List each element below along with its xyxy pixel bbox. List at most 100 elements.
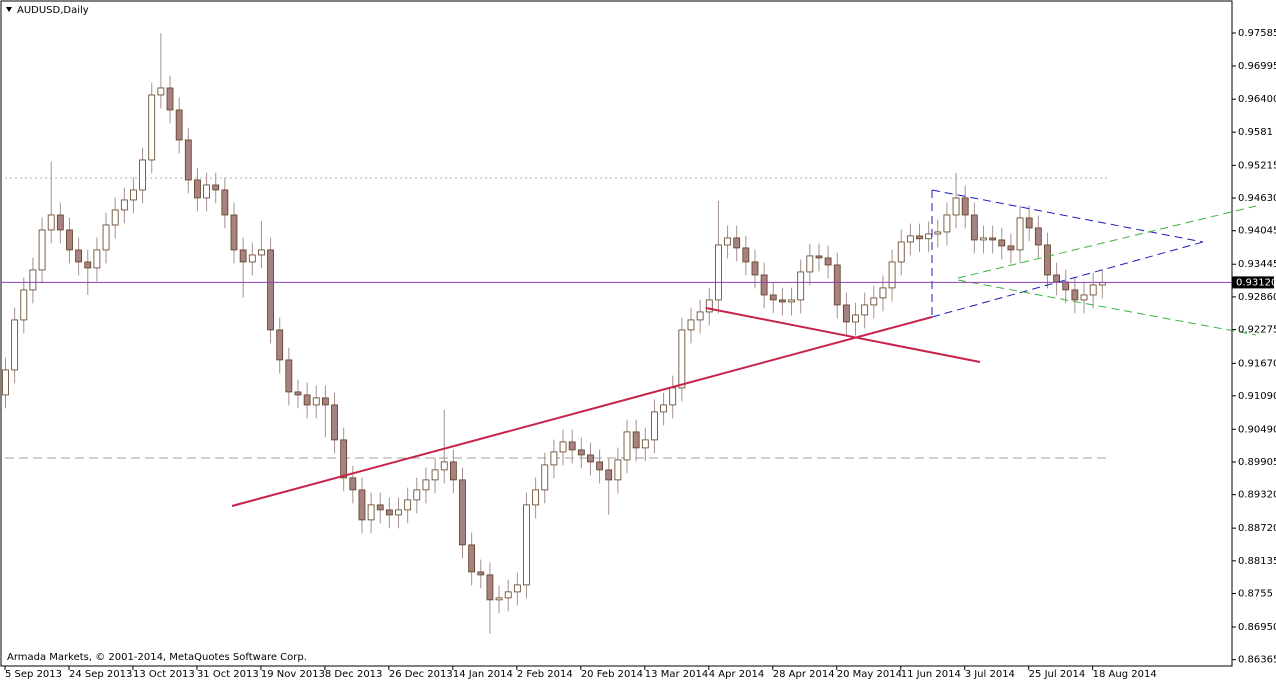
x-tick-label: 4 Apr 2014 <box>709 669 764 680</box>
x-tick-label: 2 Feb 2014 <box>517 669 573 680</box>
trend-line <box>705 307 981 363</box>
candle-body <box>833 264 841 306</box>
candle-body <box>705 299 713 313</box>
price-label: 0.93120 <box>1236 277 1276 288</box>
price-label-box <box>1232 276 1274 289</box>
candle-body <box>495 597 503 601</box>
x-tick-label: 25 Jul 2014 <box>1029 669 1086 680</box>
candle-body <box>331 404 338 441</box>
candle-body <box>166 87 174 111</box>
candle-body <box>632 431 640 449</box>
candle-body <box>38 229 46 271</box>
y-tick-label: 0.93445 <box>1238 259 1276 270</box>
x-tick-label: 28 Apr 2014 <box>773 669 835 680</box>
candle-body <box>724 237 731 246</box>
candle-body <box>861 304 869 316</box>
candle-body <box>2 369 9 396</box>
candle-body <box>175 109 183 141</box>
candle-body <box>349 477 357 491</box>
y-tick-label: 0.9581 <box>1238 127 1273 138</box>
triangle-line <box>931 241 1204 318</box>
candle-body <box>906 235 914 243</box>
candle-body <box>1044 244 1051 276</box>
x-tick-label: 14 Jan 2014 <box>453 669 513 680</box>
candle-body <box>11 319 19 371</box>
candle-body <box>248 254 256 263</box>
candle-body <box>431 469 439 481</box>
candle-body <box>1016 217 1024 251</box>
candle-body <box>449 461 457 481</box>
candle-body <box>504 591 512 599</box>
y-tick-label: 0.89905 <box>1238 457 1276 468</box>
y-tick-label: 0.96400 <box>1238 94 1276 105</box>
candle-body <box>440 461 448 471</box>
candle-body <box>1053 274 1060 283</box>
x-tick-label: 26 Dec 2013 <box>389 669 453 680</box>
candle-body <box>669 387 677 406</box>
y-tick-label: 0.91090 <box>1238 391 1276 402</box>
candle-body <box>513 584 521 593</box>
candle-body <box>120 199 128 211</box>
candle-body <box>952 197 960 216</box>
candle-body <box>203 184 210 199</box>
candle-body <box>989 237 997 241</box>
candle-body <box>687 319 695 331</box>
candle-body <box>422 479 430 491</box>
candle-body <box>678 329 686 389</box>
candle-body <box>715 244 722 301</box>
candle-body <box>751 261 759 276</box>
candle-body <box>395 509 402 516</box>
plot-area <box>0 0 1233 667</box>
candle-body <box>75 249 83 263</box>
x-tick-label: 24 Sep 2013 <box>69 669 132 680</box>
y-tick-label: 0.86365 <box>1238 655 1276 666</box>
candle-body <box>550 451 558 466</box>
triangle-line <box>931 189 1204 243</box>
candle-body <box>916 235 923 240</box>
menu-triangle <box>6 7 12 12</box>
candle-body <box>1080 294 1088 301</box>
candle-body <box>157 87 165 96</box>
candle-body <box>870 297 878 306</box>
candle-body <box>56 214 64 231</box>
y-tick-label: 0.89320 <box>1238 490 1276 501</box>
chart-title: AUDUSD,Daily <box>17 5 89 16</box>
candle-body <box>660 404 667 413</box>
candle-body <box>1089 284 1097 296</box>
candle-body <box>84 261 92 269</box>
candle-body <box>605 469 613 481</box>
candle-body <box>523 504 530 586</box>
candle-body <box>852 314 859 323</box>
candle-body <box>267 249 274 331</box>
y-tick-label: 0.8755 <box>1238 589 1273 600</box>
candle-body <box>340 439 348 479</box>
y-tick-label: 0.90490 <box>1238 424 1276 435</box>
candle-body <box>1062 281 1070 291</box>
candle-body <box>258 249 265 256</box>
candle-body <box>559 441 567 453</box>
candle-body <box>842 304 850 323</box>
candle-body <box>998 239 1006 247</box>
candle-body <box>130 189 137 201</box>
candles <box>2 33 1106 634</box>
candle-body <box>742 247 750 263</box>
candle-body <box>1071 289 1079 301</box>
y-tick-label: 0.86950 <box>1238 622 1276 633</box>
candle-body <box>769 294 777 301</box>
candle-body <box>312 397 320 406</box>
candle-body <box>184 139 192 181</box>
candle-body <box>596 461 603 471</box>
candle-body <box>961 197 969 216</box>
candle-body <box>221 189 229 216</box>
candle-body <box>404 499 412 511</box>
candle-body <box>111 209 119 226</box>
candle-body <box>212 184 220 191</box>
candle-body <box>376 504 384 511</box>
candle-body <box>541 464 549 491</box>
y-tick-label: 0.92275 <box>1238 325 1276 336</box>
candle-body <box>486 574 494 601</box>
candle-body <box>779 299 786 303</box>
x-tick-label: 3 Jul 2014 <box>965 669 1015 680</box>
candle-body <box>760 274 768 296</box>
